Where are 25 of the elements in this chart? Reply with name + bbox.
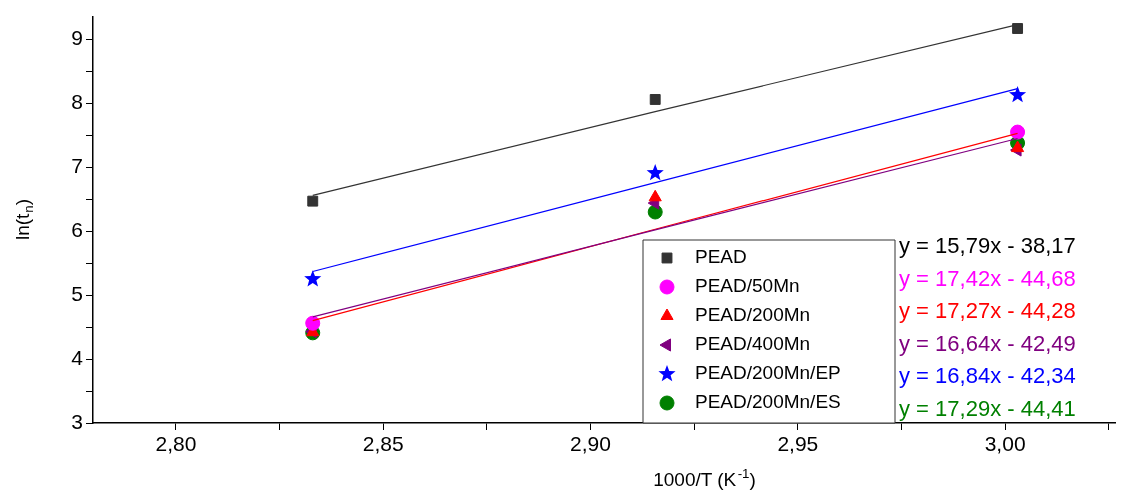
annotation: y = 17,29x - 44,41	[899, 395, 1076, 421]
y-tick-label: 8	[71, 90, 83, 114]
y-tick-label: 9	[71, 26, 83, 50]
x-tick-label: 2,85	[362, 432, 404, 456]
x-tick-label: 2,90	[570, 432, 611, 456]
y-tick-label: 3	[71, 409, 83, 433]
annotation: y = 16,64x - 42,49	[899, 330, 1076, 356]
legend-label: PEAD/200Mn/EP	[695, 362, 841, 384]
x-tick-label: 2,80	[155, 432, 197, 456]
y-tick-label: 5	[71, 281, 83, 305]
legend-label: PEAD/50Mn	[695, 275, 800, 297]
legend-label: PEAD	[695, 246, 747, 268]
y-tick-label: 6	[71, 217, 83, 241]
legend-label: PEAD/400Mn	[695, 333, 811, 355]
annotation: y = 15,79x - 38,17	[899, 233, 1076, 259]
annotation: y = 17,42x - 44,68	[899, 265, 1076, 291]
y-tick-label: 7	[71, 154, 83, 178]
y-tick-label: 4	[71, 345, 84, 369]
legend-label: PEAD/200Mn/ES	[695, 391, 841, 413]
legend-label: PEAD/200Mn	[695, 304, 811, 326]
annotation: y = 16,84x - 42,34	[899, 363, 1076, 389]
x-tick-label: 2,95	[777, 432, 819, 456]
y-axis-title: ln(tn)	[12, 198, 37, 241]
x-tick-label: 3,00	[984, 432, 1026, 456]
annotation: y = 17,27x - 44,28	[899, 298, 1076, 324]
